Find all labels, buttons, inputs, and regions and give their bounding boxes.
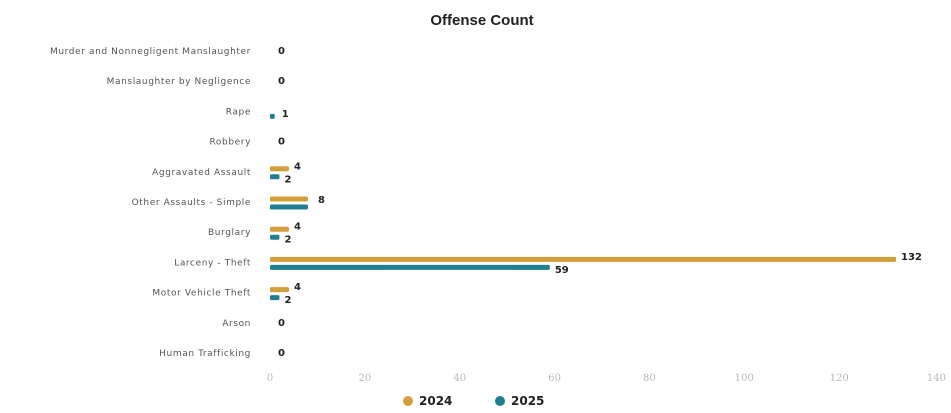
legend-marker-2024 xyxy=(403,396,413,406)
category-label: Manslaughter by Negligence xyxy=(107,77,251,87)
category-label: Motor Vehicle Theft xyxy=(152,289,251,299)
category-label: Other Assaults - Simple xyxy=(132,198,251,208)
data-label-2025: 1 xyxy=(282,109,289,120)
bar-2024 xyxy=(270,256,897,262)
data-label: 8 xyxy=(318,195,325,206)
x-tick-label: 0 xyxy=(267,373,273,384)
x-tick-label: 20 xyxy=(358,373,371,384)
legend: 2024 2025 xyxy=(403,394,544,408)
data-label-2024: 4 xyxy=(294,161,301,172)
bar-2025 xyxy=(270,295,280,301)
legend-marker-2025 xyxy=(495,396,505,406)
bar-2024 xyxy=(270,287,289,293)
legend-label-2025: 2025 xyxy=(511,394,544,408)
bar-2025 xyxy=(270,204,308,210)
chart-title: Offense Count xyxy=(430,12,533,29)
x-tick-label: 60 xyxy=(548,373,561,384)
data-label: 0 xyxy=(278,318,285,329)
data-label-2025: 2 xyxy=(284,295,291,306)
category-label: Aggravated Assault xyxy=(152,168,251,178)
category-label: Human Trafficking xyxy=(159,349,251,359)
data-label-2024: 4 xyxy=(294,282,301,293)
bar-2024 xyxy=(270,226,289,232)
bar-2025 xyxy=(270,234,280,240)
category-labels: Murder and Nonnegligent Manslaughter Mans… xyxy=(50,47,251,359)
data-label: 0 xyxy=(278,137,285,148)
bar-2025 xyxy=(270,174,280,180)
category-label: Arson xyxy=(222,319,251,329)
data-label-2024: 132 xyxy=(901,252,922,263)
category-label: Murder and Nonnegligent Manslaughter xyxy=(50,47,251,57)
x-tick-label: 140 xyxy=(927,373,946,384)
x-tick-label: 120 xyxy=(830,373,849,384)
data-label-2024: 4 xyxy=(294,222,301,233)
data-label: 0 xyxy=(278,76,285,87)
bar-2025 xyxy=(270,264,550,270)
data-label-2025: 2 xyxy=(284,235,291,246)
bar-2024 xyxy=(270,166,289,172)
data-label-2025: 59 xyxy=(555,265,569,276)
category-label: Larceny - Theft xyxy=(174,258,251,268)
category-label: Robbery xyxy=(209,138,251,148)
x-tick-label: 80 xyxy=(643,373,656,384)
data-label: 0 xyxy=(278,46,285,57)
legend-label-2024: 2024 xyxy=(419,394,452,408)
bars xyxy=(270,113,897,301)
bar-2025 xyxy=(270,113,275,119)
bar-2024 xyxy=(270,196,308,202)
data-label-2025: 2 xyxy=(284,174,291,185)
data-label: 0 xyxy=(278,348,285,359)
category-label: Burglary xyxy=(208,228,251,238)
category-label: Rape xyxy=(226,107,251,117)
x-axis-ticks: 0 20 40 60 80 100 120 140 xyxy=(267,373,946,384)
x-tick-label: 40 xyxy=(453,373,466,384)
x-tick-label: 100 xyxy=(735,373,754,384)
